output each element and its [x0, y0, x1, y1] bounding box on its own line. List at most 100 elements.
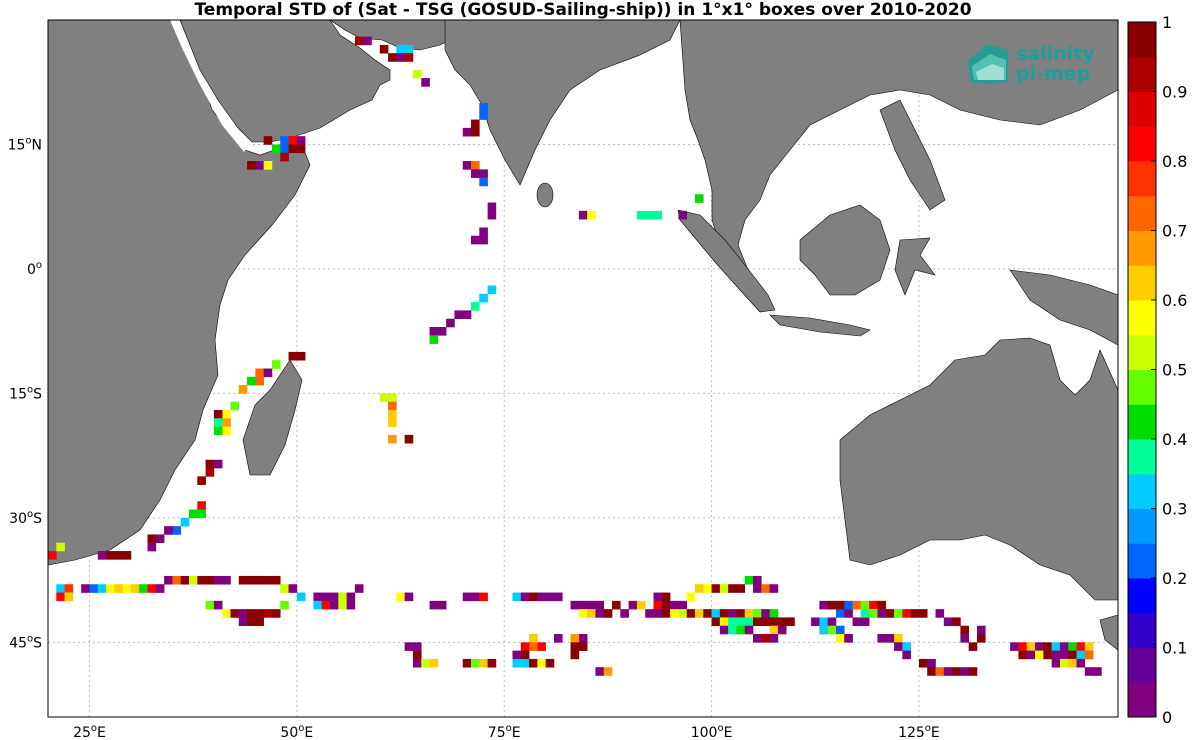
heatmap-cell: [280, 600, 289, 610]
heatmap-cell: [247, 575, 256, 585]
heatmap-cell: [429, 335, 439, 344]
heatmap-cell: [952, 617, 961, 627]
heatmap-cell: [1051, 642, 1061, 651]
heatmap-cell: [860, 617, 870, 627]
colorbar-segment: [1128, 265, 1156, 301]
heatmap-cell: [811, 617, 820, 627]
heatmap-cell: [670, 609, 679, 618]
heatmap-cell: [263, 161, 273, 170]
heatmap-cell: [570, 634, 580, 643]
heatmap-cell: [213, 575, 223, 585]
heatmap-cell: [661, 600, 671, 610]
landmass-southeast-asia: [679, 19, 1119, 306]
heatmap-cell: [711, 617, 721, 627]
heatmap-cell: [719, 625, 729, 635]
heatmap-cell: [462, 127, 472, 137]
colorbar-segment: [1128, 126, 1156, 162]
heatmap-cell: [437, 327, 447, 336]
heatmap-cell: [844, 609, 853, 618]
heatmap-cell: [205, 459, 215, 469]
heatmap-cell: [711, 584, 721, 593]
heatmap-cell: [479, 592, 488, 602]
heatmap-cell: [230, 609, 240, 618]
heatmap-cell: [1059, 658, 1069, 668]
heatmap-cell: [968, 667, 978, 676]
heatmap-cell: [139, 584, 148, 593]
heatmap-cell: [703, 584, 712, 593]
heatmap-cell: [595, 600, 605, 610]
heatmap-cell: [819, 617, 828, 627]
map-area: [47, 19, 1119, 718]
heatmap-cell: [56, 542, 65, 552]
heatmap-cell: [379, 44, 389, 54]
landmass-sumatra: [677, 209, 776, 313]
heatmap-cell: [835, 625, 845, 635]
heatmap-cell: [404, 592, 414, 602]
heatmap-cell: [454, 310, 464, 320]
colorbar-tick-label: 1: [1162, 13, 1172, 32]
colorbar-segment: [1128, 682, 1156, 718]
heatmap-cell: [479, 177, 488, 187]
lat-tick-label: 30oS: [9, 509, 42, 527]
heatmap-cell: [1043, 650, 1052, 660]
heatmap-cell: [346, 600, 356, 610]
colorbar: [1127, 21, 1157, 718]
heatmap-cell: [296, 136, 306, 145]
heatmap-cell: [280, 152, 289, 162]
heatmap-cell: [471, 658, 480, 668]
heatmap-cell: [1051, 650, 1061, 660]
heatmap-cell: [271, 360, 281, 369]
heatmap-cell: [1059, 642, 1069, 651]
heatmap-cell: [446, 318, 455, 328]
lon-tick-label: 100oE: [691, 723, 733, 740]
heatmap-cell: [943, 617, 953, 627]
heatmap-cell: [678, 210, 687, 220]
heatmap-cell: [421, 78, 430, 87]
heatmap-cell: [263, 609, 273, 618]
salinity-pi-mep-logo: salinity pi-mep: [968, 43, 1095, 85]
heatmap-cell: [694, 194, 704, 203]
heatmap-cell: [902, 650, 911, 660]
heatmap-cell: [968, 642, 978, 651]
heatmap-cell: [512, 658, 522, 668]
heatmap-cell: [1068, 650, 1077, 660]
heatmap-cell: [736, 584, 746, 593]
heatmap-cell: [595, 609, 605, 618]
lon-tick-label: 50oE: [280, 723, 313, 740]
colorbar-segment: [1128, 369, 1156, 405]
lat-tick-label: 15oS: [9, 384, 42, 402]
heatmap-cell: [927, 658, 936, 668]
heatmap-cell: [106, 551, 115, 560]
heatmap-cell: [388, 53, 397, 62]
heatmap-cell: [238, 575, 248, 585]
heatmap-cell: [437, 600, 447, 610]
heatmap-cell: [89, 584, 99, 593]
heatmap-cell: [1084, 667, 1094, 676]
heatmap-cell: [520, 642, 530, 651]
heatmap-cell: [97, 551, 107, 560]
heatmap-cell: [379, 393, 389, 402]
colorbar-tick-label: 0.7: [1162, 222, 1187, 241]
heatmap-cell: [213, 409, 223, 419]
heatmap-cell: [786, 617, 795, 627]
heatmap-cell: [894, 634, 903, 643]
heatmap-cell: [479, 293, 488, 303]
heatmap-cell: [753, 575, 762, 585]
heatmap-cell: [570, 642, 580, 651]
colorbar-segment: [1128, 91, 1156, 127]
heatmap-cell: [587, 609, 596, 618]
heatmap-cell: [471, 302, 480, 311]
heatmap-cell: [736, 609, 746, 618]
heatmap-cell: [330, 592, 339, 602]
heatmap-cell: [1026, 650, 1036, 660]
heatmap-cell: [943, 667, 953, 676]
heatmap-cell: [313, 592, 323, 602]
land-masses: [47, 19, 1119, 651]
heatmap-cell: [761, 609, 770, 618]
heatmap-cell: [578, 600, 588, 610]
heatmap-cell: [1010, 642, 1019, 651]
heatmap-cell: [429, 600, 439, 610]
heatmap-cell: [877, 634, 887, 643]
heatmap-cell: [479, 227, 488, 237]
heatmap-cell: [719, 609, 729, 618]
